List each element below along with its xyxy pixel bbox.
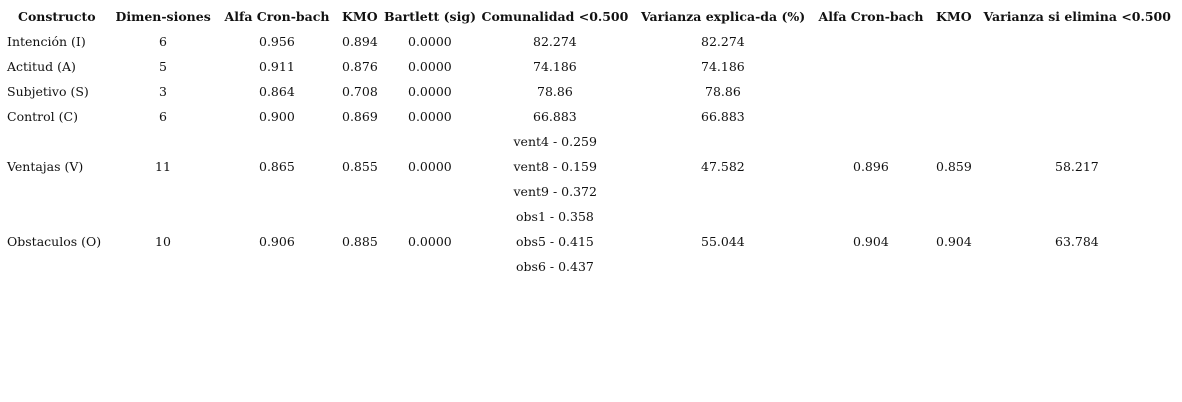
cell: 0.708 [342, 84, 378, 99]
cell: 0.896 [853, 159, 889, 174]
cell: 74.186 [533, 59, 577, 74]
header-cell: Constructo [18, 9, 96, 24]
cell: 0.911 [259, 59, 295, 74]
cell: 0.864 [259, 84, 295, 99]
cell: 78.86 [537, 84, 573, 99]
header-cell: KMO [936, 9, 972, 24]
cell: 0.869 [342, 109, 378, 124]
header-cell: Dimen-siones [115, 9, 211, 24]
cell: 10 [155, 234, 171, 249]
cell: 0.855 [342, 159, 378, 174]
header-cell: Alfa Cron-bach [224, 9, 330, 24]
cell: 0.906 [259, 234, 295, 249]
cell: 74.186 [701, 59, 745, 74]
cell: 66.883 [533, 109, 577, 124]
cell: 78.86 [705, 84, 741, 99]
cell: 0.0000 [408, 59, 452, 74]
cell: 0.904 [936, 234, 972, 249]
cell: 0.859 [936, 159, 972, 174]
cell: 0.885 [342, 234, 378, 249]
cell: 0.904 [853, 234, 889, 249]
cell: 0.894 [342, 34, 378, 49]
row-label: Actitud (A) [7, 59, 76, 74]
header-cell: Varianza explica-da (%) [641, 9, 806, 24]
row-label: Ventajas (V) [7, 159, 84, 174]
header-cell: Alfa Cron-bach [818, 9, 924, 24]
cell: 0.956 [259, 34, 295, 49]
cell: 0.900 [259, 109, 295, 124]
cell: 47.582 [701, 159, 745, 174]
cell: vent8 - 0.159 [513, 159, 597, 174]
cell: 82.274 [533, 34, 577, 49]
cell: 63.784 [1055, 234, 1099, 249]
header-cell: Bartlett (sig) [384, 9, 476, 24]
cell: 58.217 [1055, 159, 1099, 174]
cell: 0.0000 [408, 84, 452, 99]
cell: vent9 - 0.372 [513, 184, 597, 199]
cell: obs1 - 0.358 [516, 209, 594, 224]
cell: 6 [159, 109, 167, 124]
cell: 3 [159, 84, 167, 99]
cell: 0.0000 [408, 234, 452, 249]
row-label: Control (C) [7, 109, 78, 124]
row-label: Intención (I) [7, 34, 86, 49]
cell: 0.0000 [408, 159, 452, 174]
cell: 11 [155, 159, 171, 174]
header-cell: KMO [342, 9, 378, 24]
row-label: Subjetivo (S) [7, 84, 89, 99]
cell: obs6 - 0.437 [516, 259, 594, 274]
cell: 5 [159, 59, 167, 74]
cell: 55.044 [701, 234, 745, 249]
row-label: Obstaculos (O) [7, 234, 102, 249]
cell: 82.274 [701, 34, 745, 49]
cell: 0.0000 [408, 34, 452, 49]
cell: 0.876 [342, 59, 378, 74]
cell: vent4 - 0.259 [513, 134, 597, 149]
cell: obs5 - 0.415 [516, 234, 594, 249]
header-cell: Varianza si elimina <0.500 [983, 9, 1171, 24]
cell: 66.883 [701, 109, 745, 124]
cell: 6 [159, 34, 167, 49]
cell: 0.0000 [408, 109, 452, 124]
header-cell: Comunalidad <0.500 [481, 9, 629, 24]
cell: 0.865 [259, 159, 295, 174]
